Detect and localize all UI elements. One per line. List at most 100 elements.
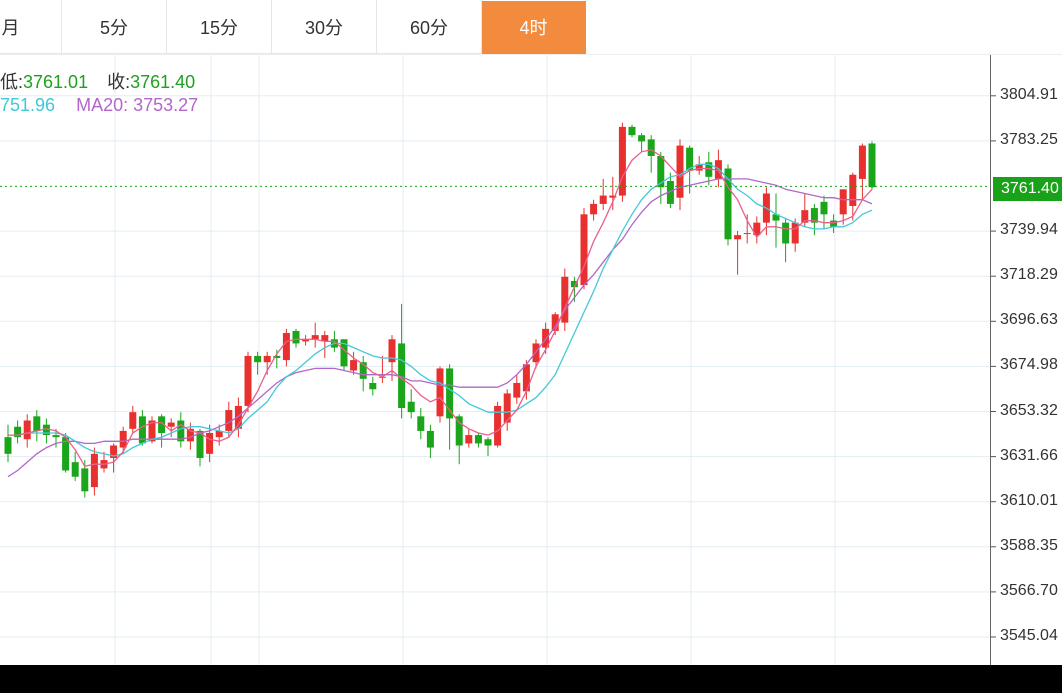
chart-area[interactable]: 月 5分 15分 30分 60分 4时 低:3761.01 收:3761.40 … [0,0,1062,665]
candle-body [599,195,607,204]
candle-body [311,335,319,340]
price-axis-label: 3696.63 [1000,311,1058,329]
candle-body [503,393,511,423]
candle-body [81,468,89,492]
candle-body [830,220,838,227]
candle-body [657,156,665,188]
candle-body [474,435,482,444]
candle-body [810,208,818,223]
price-axis-label: 3653.32 [1000,401,1058,419]
candle-body [734,235,742,240]
candle-body [110,445,118,458]
candle-body [148,420,156,442]
close-label: 收: [107,72,131,92]
candle-body [849,174,857,206]
price-axis-label: 3545.04 [1000,627,1058,644]
candle-body [465,435,473,444]
candle-body [494,405,502,446]
price-axis-label: 3804.91 [1000,85,1058,103]
candle-body [186,428,194,442]
candle-body [71,462,79,477]
candle-body [695,164,703,171]
candle-body [561,276,569,323]
candle-body [119,430,127,448]
low-label: 低: [0,72,24,92]
candle-body [158,416,166,433]
tab-60min[interactable]: 60分 [377,0,482,54]
ma20-line [7,178,873,478]
candle-body [426,430,434,448]
tab-4hour[interactable]: 4时 [482,1,586,54]
tab-30min[interactable]: 30分 [272,0,377,54]
candle-body [244,355,252,406]
candle-body [791,222,799,244]
candle-body [647,139,655,157]
price-axis-label: 3566.70 [1000,581,1058,599]
candle-body [724,168,732,240]
ma20-label: MA20: [76,95,129,115]
candle-body [436,368,444,417]
candle-body [686,147,694,171]
price-axis-label: 3610.01 [1000,491,1058,509]
tabs-divider [0,54,1062,55]
candle-body [782,222,790,244]
candle-body [858,145,866,179]
bottom-bar [0,665,1062,693]
close-value: 3761.40 [130,72,196,92]
price-axis-label: 3588.35 [1000,536,1058,554]
tab-15min[interactable]: 15分 [167,0,272,54]
candle-body [868,143,876,188]
candlestick-chart[interactable] [0,0,1062,665]
candle-body [417,416,425,431]
candle-body [206,432,214,454]
tab-5min[interactable]: 5分 [62,0,167,54]
candle-body [263,355,271,363]
candle-body [666,181,674,204]
low-value: 3761.01 [23,72,89,92]
candle-body [618,126,626,196]
current-price-badge: 3761.40 [993,177,1062,201]
ma10-value: 751.96 [0,95,56,115]
candle-body [714,160,722,179]
price-axis-label: 3739.94 [1000,221,1058,239]
candle-body [743,233,751,235]
candle-body [234,405,242,429]
candle-body [705,162,713,177]
candle-body [138,416,146,444]
candle-body [753,222,761,236]
candle-body [62,437,70,471]
candle-body [484,439,492,446]
candle-body [446,368,454,419]
candle-body [590,203,598,215]
candle-body [321,335,329,342]
candle-body [23,420,31,440]
ohlc-info: 低:3761.01 收:3761.40 [0,68,195,94]
candle-body [570,280,578,288]
candle-body [215,430,223,438]
candle-body [254,355,262,363]
candle-body [638,135,646,142]
price-axis-label: 3631.66 [1000,446,1058,464]
candle-body [90,453,98,488]
candle-body [33,416,41,431]
candle-body [359,362,367,379]
candle-body [282,333,290,361]
candle-body [388,339,396,363]
price-axis-label: 3718.29 [1000,266,1058,284]
candle-body [167,422,175,427]
candle-body [196,430,204,458]
candle-body [225,410,233,431]
ma20-value: 3753.27 [133,95,199,115]
candle-body [580,214,588,286]
candle-body [628,126,636,136]
candle-body [522,364,530,392]
candle-body [801,210,809,223]
ma10-line [8,163,873,457]
candle-body [820,201,828,215]
candle-body [292,330,300,344]
candle-body [551,314,559,331]
candle-body [513,383,521,398]
tab-month[interactable]: 月 [0,0,62,54]
candle-body [455,416,463,446]
ma5-line [8,149,873,468]
